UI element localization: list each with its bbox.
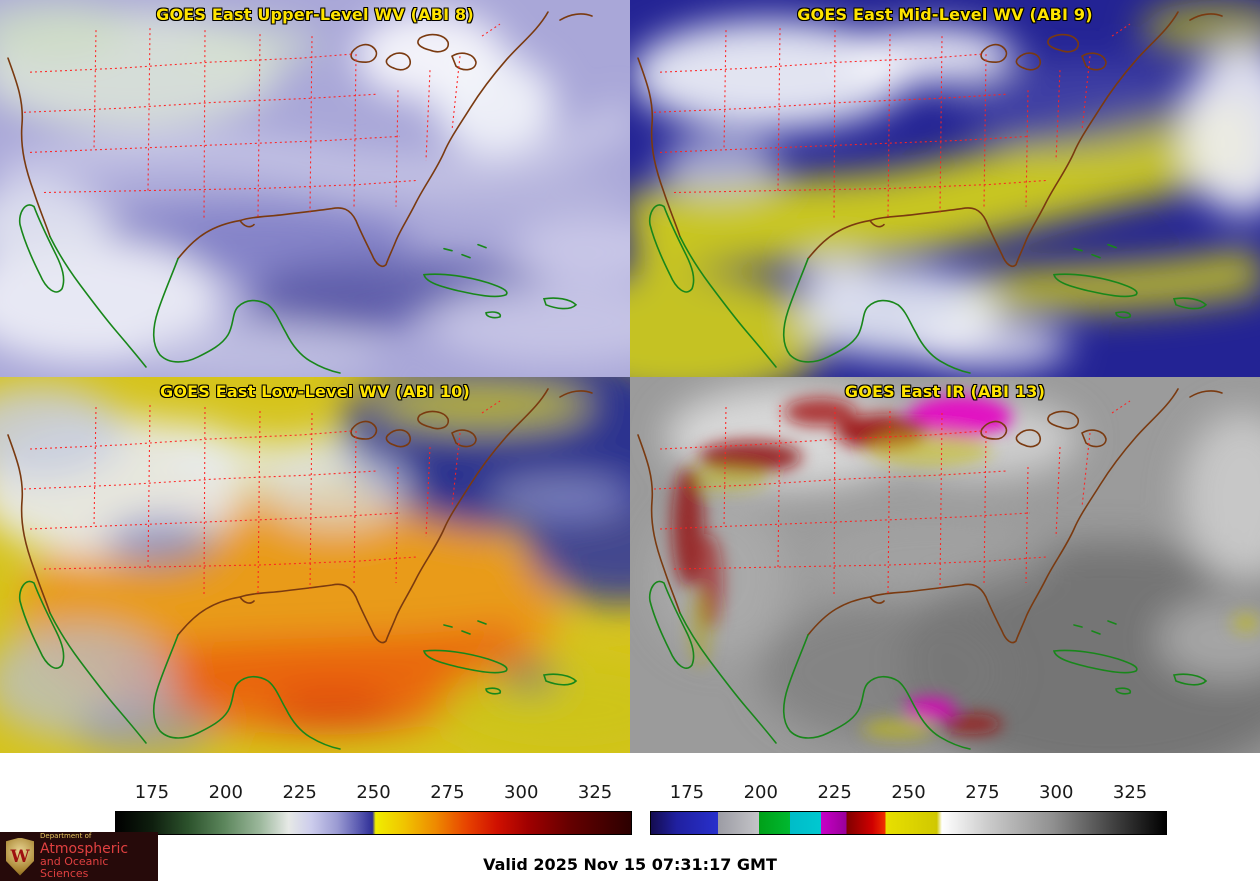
logo-dept-line: Department of: [40, 832, 92, 841]
panel-ir: GOES East IR (ABI 13): [630, 377, 1260, 753]
ir-imagery: [630, 377, 1260, 753]
panel-low-level-wv: GOES East Low-Level WV (ABI 10): [0, 377, 630, 753]
tick-label: 250: [356, 782, 391, 803]
footer: 175 200 225 250 275 300 325 175 200 225 …: [0, 753, 1260, 881]
tick-label: 300: [1039, 782, 1074, 803]
tick-label: 200: [743, 782, 778, 803]
panel-title-abi10: GOES East Low-Level WV (ABI 10): [159, 382, 470, 401]
wv-upper-imagery: [0, 0, 630, 377]
tick-label: 225: [817, 782, 852, 803]
tick-label: 275: [430, 782, 465, 803]
tick-label: 200: [208, 782, 243, 803]
tick-label: 275: [965, 782, 1000, 803]
uw-crest-icon: W: [6, 837, 34, 876]
tick-label: 175: [134, 782, 170, 803]
logo-line-2: and Oceanic Sciences: [40, 855, 109, 881]
tick-label: 250: [891, 782, 926, 803]
uw-aos-logo: W Department of Atmospheric and Oceanic …: [0, 832, 158, 881]
ir-colorbar: [650, 811, 1167, 835]
tick-label: 225: [282, 782, 317, 803]
valid-time-text: Valid 2025 Nov 15 07:31:17 GMT: [483, 855, 777, 874]
panel-title-abi13: GOES East IR (ABI 13): [844, 382, 1046, 401]
panel-upper-level-wv: GOES East Upper-Level WV (ABI 8): [0, 0, 630, 377]
logo-text: Department of Atmospheric and Oceanic Sc…: [40, 832, 158, 881]
crest-letter: W: [10, 846, 30, 867]
tick-label: 175: [669, 782, 705, 803]
logo-line-1: Atmospheric: [40, 840, 129, 857]
wv-colorbar: [115, 811, 632, 835]
wv-colorbar-ticks: 175 200 225 250 275 300 325: [115, 782, 632, 806]
panel-title-abi9: GOES East Mid-Level WV (ABI 9): [797, 5, 1093, 24]
wv-mid-imagery: [630, 0, 1260, 377]
tick-label: 325: [577, 782, 613, 803]
ir-colorbar-ticks: 175 200 225 250 275 300 325: [650, 782, 1167, 806]
wv-low-imagery: [0, 377, 630, 753]
panel-title-abi8: GOES East Upper-Level WV (ABI 8): [156, 5, 474, 24]
panel-mid-level-wv: GOES East Mid-Level WV (ABI 9): [630, 0, 1260, 377]
tick-label: 300: [504, 782, 539, 803]
tick-label: 325: [1112, 782, 1148, 803]
